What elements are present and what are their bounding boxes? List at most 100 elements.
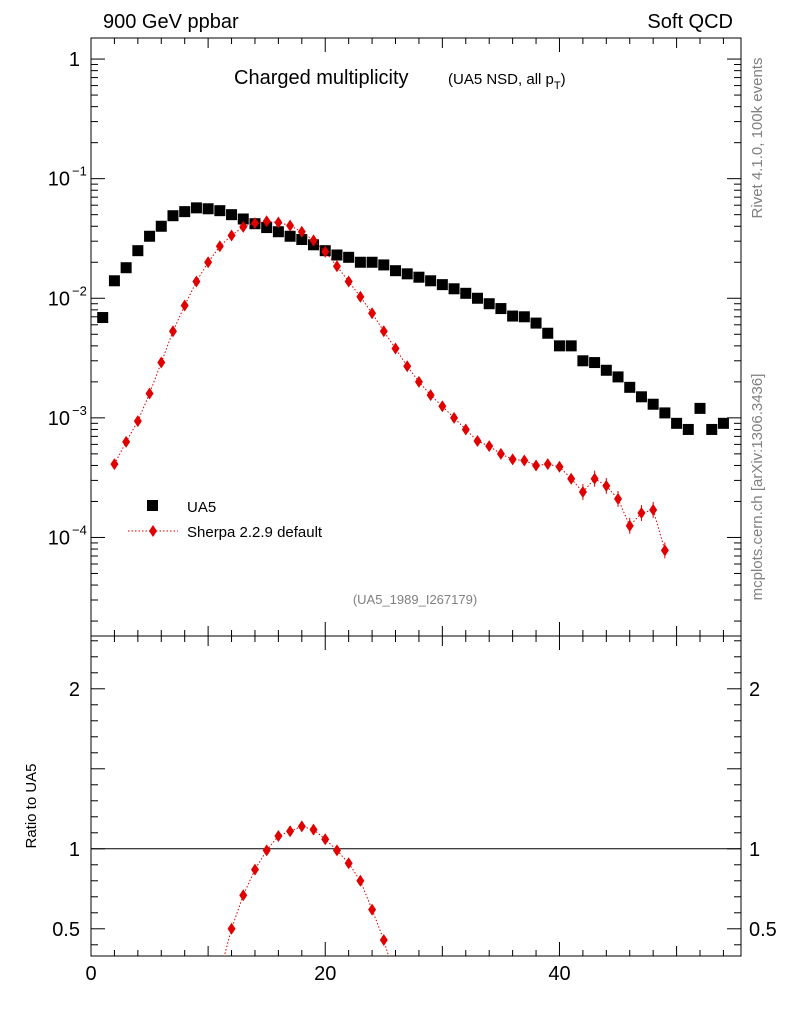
ua5-point [390,265,402,277]
ua5-point [343,251,355,263]
legend-marker-ua5 [147,500,158,511]
main-frame [90,37,742,637]
header-left-label: 900 GeV ppbar [103,11,239,33]
y-tick-label: 10 [48,527,70,549]
ua5-point [237,213,249,225]
ratio-point [262,844,271,857]
sherpa-point [192,275,201,288]
ua5-point [226,209,238,221]
x-tick-label: 20 [314,963,336,985]
ratio-tick-label-right: 2 [749,679,760,701]
sherpa-point [239,220,248,233]
ua5-point [296,233,308,245]
sherpa-point [180,299,189,312]
ratio-point [297,820,306,833]
sherpa-point [660,544,669,557]
ua5-point [600,364,612,376]
y-tick-exponent: −4 [72,522,87,537]
sherpa-point [379,325,388,338]
sherpa-point [602,479,611,492]
ua5-point [132,245,144,257]
ratio-line [223,825,389,956]
ua5-point [612,371,624,383]
chart-title-suffix: (UA5 NSD, all pT) [448,71,566,92]
main-panel: 110−110−210−310−4 [48,37,742,956]
sherpa-point [590,472,599,485]
ua5-point [717,417,729,429]
ua5-point [331,249,343,261]
ratio-point [227,922,236,935]
y-tick-label: 10 [48,408,70,430]
ratio-point [239,889,248,902]
ua5-point [167,210,179,222]
ratio-tick-label-right: 1 [749,839,760,861]
y-tick-exponent: −1 [72,164,87,179]
ua5-point [214,205,226,217]
sherpa-point [297,225,306,238]
sherpa-point [274,216,283,229]
ua5-point [401,268,413,280]
ratio-frame [90,635,742,957]
y-tick-exponent: −2 [72,283,87,298]
ratio-point [379,934,388,946]
sherpa-point [145,387,154,400]
legend-label-sherpa: Sherpa 2.2.9 default [187,524,323,541]
sherpa-point [391,342,400,355]
ua5-point [635,391,647,403]
ratio-point [356,874,365,887]
ua5-point [518,311,530,323]
ratio-tick-label-right: 0.5 [749,919,777,941]
sherpa-point [532,459,541,472]
x-tick-label: 0 [85,963,96,985]
ua5-point [354,256,366,268]
sherpa-point [508,453,517,466]
ua5-point [284,230,296,242]
ua5-point [542,327,554,339]
ratio-point [368,903,377,916]
sherpa-point [543,458,552,471]
ua5-point [530,317,542,329]
ua5-point [706,423,718,435]
ua5-point [155,220,167,232]
ua5-point [378,259,390,271]
ratio-point [344,857,353,870]
ratio-point [286,825,295,838]
sherpa-point [496,447,505,460]
sherpa-point [649,503,658,516]
ua5-point [97,312,109,324]
sherpa-point [122,435,131,448]
ratio-point [332,844,341,857]
mcplots-label: mcplots.cern.ch [arXiv:1306.3436] [749,374,766,601]
ratio-tick-label: 0.5 [52,919,80,941]
ratio-point [321,833,330,846]
y-tick-label: 10 [48,288,70,310]
sherpa-point [204,256,213,269]
ua5-point [507,310,519,322]
chart-title: Charged multiplicity [234,67,409,89]
ua5-point [366,256,378,268]
ua5-point [577,355,589,367]
ua5-point [413,271,425,283]
ratio-tick-label: 1 [69,839,80,861]
ua5-point [553,340,565,352]
sherpa-point [426,389,435,402]
ua5-point [425,275,437,287]
y-tick-exponent: −3 [72,403,87,418]
ua5-point [682,423,694,435]
ua5-point [261,222,273,234]
y-tick-label: 10 [48,169,70,191]
sherpa-point [227,229,236,242]
sherpa-point [438,400,447,413]
sherpa-point [262,215,271,228]
ua5-point [448,283,460,295]
sherpa-point [520,454,529,467]
sherpa-point [215,240,224,253]
ua5-point [624,381,636,393]
sherpa-point [485,440,494,453]
sherpa-point [110,458,119,471]
ua5-point [483,298,495,310]
sherpa-point [637,507,646,520]
ua5-point [694,402,706,414]
sherpa-point [625,519,634,532]
